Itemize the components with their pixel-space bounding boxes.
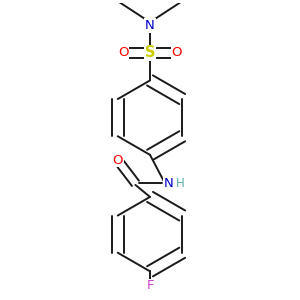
Text: O: O — [112, 154, 123, 166]
Text: N: N — [164, 177, 174, 190]
Text: F: F — [146, 279, 154, 292]
Text: S: S — [145, 45, 155, 60]
Text: O: O — [118, 46, 129, 59]
Text: N: N — [145, 19, 155, 32]
Text: H: H — [176, 177, 184, 190]
Text: O: O — [171, 46, 182, 59]
